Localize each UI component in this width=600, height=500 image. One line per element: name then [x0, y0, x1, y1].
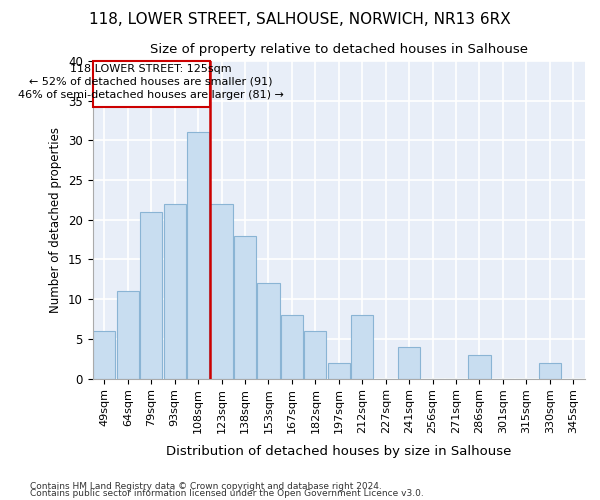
- FancyBboxPatch shape: [92, 61, 210, 107]
- Text: Contains public sector information licensed under the Open Government Licence v3: Contains public sector information licen…: [30, 490, 424, 498]
- Y-axis label: Number of detached properties: Number of detached properties: [49, 126, 62, 312]
- Bar: [187, 132, 209, 378]
- Bar: [328, 362, 350, 378]
- Bar: [93, 331, 115, 378]
- Bar: [469, 354, 491, 378]
- Bar: [398, 347, 420, 378]
- Text: Contains HM Land Registry data © Crown copyright and database right 2024.: Contains HM Land Registry data © Crown c…: [30, 482, 382, 491]
- Bar: [140, 212, 163, 378]
- Text: 46% of semi-detached houses are larger (81) →: 46% of semi-detached houses are larger (…: [18, 90, 284, 100]
- Text: 118, LOWER STREET, SALHOUSE, NORWICH, NR13 6RX: 118, LOWER STREET, SALHOUSE, NORWICH, NR…: [89, 12, 511, 28]
- Bar: [116, 291, 139, 378]
- Bar: [281, 315, 303, 378]
- Bar: [304, 331, 326, 378]
- Text: 118 LOWER STREET: 125sqm: 118 LOWER STREET: 125sqm: [70, 64, 232, 74]
- Bar: [257, 283, 280, 378]
- Bar: [539, 362, 561, 378]
- Title: Size of property relative to detached houses in Salhouse: Size of property relative to detached ho…: [150, 42, 528, 56]
- Text: ← 52% of detached houses are smaller (91): ← 52% of detached houses are smaller (91…: [29, 76, 273, 86]
- Bar: [211, 204, 233, 378]
- X-axis label: Distribution of detached houses by size in Salhouse: Distribution of detached houses by size …: [166, 444, 511, 458]
- Bar: [164, 204, 186, 378]
- Bar: [351, 315, 373, 378]
- Bar: [234, 236, 256, 378]
